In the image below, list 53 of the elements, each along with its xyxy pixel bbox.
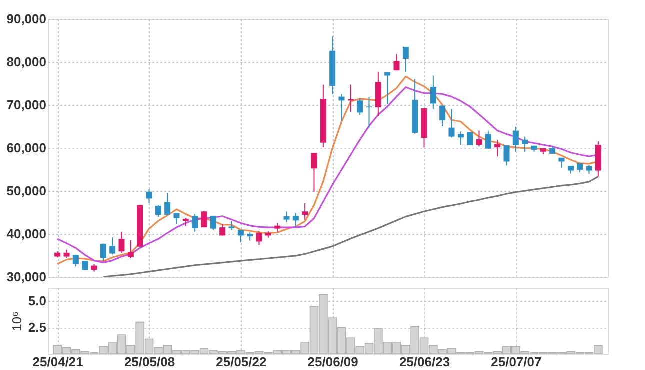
x-tick-label: 25/05/22 [216,354,267,370]
x-tick-label: 25/05/08 [124,354,176,370]
line-series [102,176,600,277]
candlestick [302,202,308,220]
candlestick [458,131,464,146]
candlestick [394,54,400,72]
y-tick-label: 5.0 [28,294,46,309]
candlestick [100,243,106,262]
y-tick-label: 70,000 [6,98,46,112]
candlestick [448,108,455,138]
x-tick-label: 25/06/09 [308,354,358,370]
candlestick [118,231,125,254]
candlestick [146,188,152,204]
candlestick [292,212,299,228]
y-tick-label: 2.5 [28,320,46,336]
candlestick [155,204,162,218]
candlestick [164,192,171,216]
candlestick [366,96,372,128]
y-tick-label: 40,000 [6,226,46,242]
candlestick [402,46,409,72]
candlestick [228,220,235,231]
y-tick-label: 30,000 [6,270,46,284]
y-tick-label: 90,000 [6,12,46,26]
y-tick-label: 80,000 [6,54,46,70]
candlestick [72,254,79,268]
candlestick [128,240,134,260]
candlestick [504,144,510,166]
candlestick [110,236,116,256]
candlestick [210,215,216,231]
x-tick-label: 25/04/21 [32,354,84,370]
candlestick [512,126,519,152]
candlestick [256,230,262,246]
candlestick [476,130,482,148]
candlestick [201,210,208,228]
y-tick-label: 50,000 [6,184,46,198]
x-tick-label: 25/06/23 [399,354,450,370]
candlestick [522,136,528,152]
y-axis-title: 10⁶ [9,312,24,332]
candlestick [192,214,198,232]
candlestick [440,105,446,127]
candlestick [384,72,391,105]
candlestick [485,130,492,150]
candlestick [284,211,290,223]
candlestick [311,152,318,192]
candlestick [586,164,592,175]
candlestick [357,98,364,116]
x-tick-label: 25/07/07 [491,354,542,370]
candlestick [467,132,474,146]
candlestick [430,75,436,110]
y-tick-label: 60,000 [6,140,46,156]
candlestick [238,230,244,244]
candlestick [338,94,345,122]
candlestick [494,139,501,158]
